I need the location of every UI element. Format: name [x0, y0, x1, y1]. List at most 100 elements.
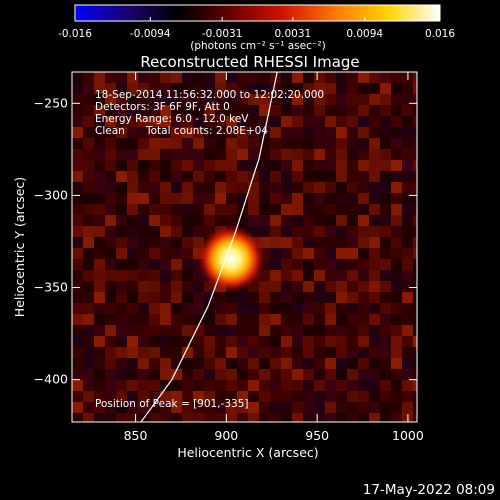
heatmap-cell	[248, 127, 259, 138]
peak-source	[197, 224, 266, 293]
heatmap-cell	[160, 347, 171, 358]
heatmap-cell	[292, 281, 303, 292]
heatmap-cell	[380, 105, 391, 116]
heatmap-cell	[369, 149, 380, 160]
heatmap-cell	[182, 347, 193, 358]
heatmap-cell	[413, 72, 417, 83]
heatmap-cell	[270, 193, 281, 204]
heatmap-cell	[83, 215, 94, 226]
heatmap-cell	[237, 347, 248, 358]
heatmap-cell	[248, 281, 259, 292]
heatmap-cell	[138, 94, 149, 105]
heatmap-cell	[347, 259, 358, 270]
heatmap-cell	[325, 358, 336, 369]
heatmap-cell	[259, 72, 270, 83]
heatmap-cell	[314, 325, 325, 336]
heatmap-cell	[138, 413, 149, 422]
heatmap-cell	[127, 402, 138, 413]
heatmap-cell	[303, 380, 314, 391]
heatmap-cell	[281, 116, 292, 127]
heatmap-cell	[226, 193, 237, 204]
heatmap-cell	[281, 171, 292, 182]
heatmap-cell	[105, 369, 116, 380]
heatmap-cell	[413, 204, 417, 215]
heatmap-cell	[182, 402, 193, 413]
heatmap-cell	[369, 72, 380, 83]
heatmap-cell	[204, 292, 215, 303]
heatmap-cell	[248, 215, 259, 226]
heatmap-cell	[94, 105, 105, 116]
heatmap-cell	[193, 303, 204, 314]
heatmap-cell	[149, 116, 160, 127]
heatmap-cell	[72, 270, 83, 281]
heatmap-cell	[369, 94, 380, 105]
heatmap-cell	[369, 325, 380, 336]
heatmap-cell	[160, 182, 171, 193]
heatmap-cell	[281, 281, 292, 292]
heatmap-cell	[127, 237, 138, 248]
heatmap-cell	[226, 336, 237, 347]
heatmap-cell	[171, 380, 182, 391]
heatmap-cell	[292, 336, 303, 347]
heatmap-cell	[127, 292, 138, 303]
heatmap-cell	[116, 171, 127, 182]
heatmap-cell	[105, 171, 116, 182]
heatmap-cell	[391, 369, 402, 380]
annotation-method: Clean	[95, 125, 125, 137]
heatmap-cell	[105, 116, 116, 127]
heatmap-cell	[402, 336, 413, 347]
heatmap-cell	[105, 402, 116, 413]
heatmap-cell	[358, 160, 369, 171]
heatmap-cell	[182, 292, 193, 303]
heatmap-cell	[171, 160, 182, 171]
heatmap-cell	[369, 281, 380, 292]
heatmap-cell	[402, 358, 413, 369]
heatmap-cell	[391, 204, 402, 215]
heatmap-cell	[182, 325, 193, 336]
heatmap-cell	[94, 336, 105, 347]
heatmap-cell	[281, 325, 292, 336]
axis-ticks: 850 900 950 1000 −250 −300 −350 −400	[34, 72, 424, 443]
heatmap-cell	[402, 237, 413, 248]
heatmap-cell	[149, 193, 160, 204]
heatmap-cell	[303, 391, 314, 402]
heatmap-cell	[105, 127, 116, 138]
heatmap-cell	[83, 94, 94, 105]
heatmap-cell	[314, 127, 325, 138]
heatmap-cell	[160, 237, 171, 248]
heatmap-cell	[94, 83, 105, 94]
heatmap-cell	[171, 369, 182, 380]
heatmap-cell	[270, 127, 281, 138]
colorbar-tick-label: 0.0094	[346, 28, 383, 40]
heatmap-cell	[215, 358, 226, 369]
heatmap-cell	[226, 204, 237, 215]
heatmap-cell	[149, 336, 160, 347]
heatmap-cell	[72, 226, 83, 237]
heatmap-cell	[116, 369, 127, 380]
heatmap-cell	[325, 281, 336, 292]
heatmap-cell	[182, 369, 193, 380]
heatmap-cell	[325, 259, 336, 270]
heatmap-cell	[358, 336, 369, 347]
heatmap-cell	[358, 303, 369, 314]
heatmap-cell	[171, 303, 182, 314]
heatmap-cell	[402, 83, 413, 94]
heatmap-cell	[237, 193, 248, 204]
heatmap-cell	[72, 116, 83, 127]
colorbar-tick-label: 0.016	[425, 28, 455, 40]
heatmap-cell	[270, 94, 281, 105]
heatmap-cell	[413, 226, 417, 237]
heatmap-cell	[314, 171, 325, 182]
heatmap-cell	[248, 325, 259, 336]
heatmap-cell	[336, 226, 347, 237]
heatmap-cell	[72, 336, 83, 347]
heatmap-cell	[105, 72, 116, 83]
heatmap-cell	[138, 204, 149, 215]
heatmap-cell	[292, 226, 303, 237]
heatmap-cell	[358, 83, 369, 94]
heatmap-cell	[325, 237, 336, 248]
heatmap-cell	[325, 391, 336, 402]
heatmap-cell	[347, 336, 358, 347]
heatmap-cell	[358, 204, 369, 215]
heatmap-cell	[182, 259, 193, 270]
